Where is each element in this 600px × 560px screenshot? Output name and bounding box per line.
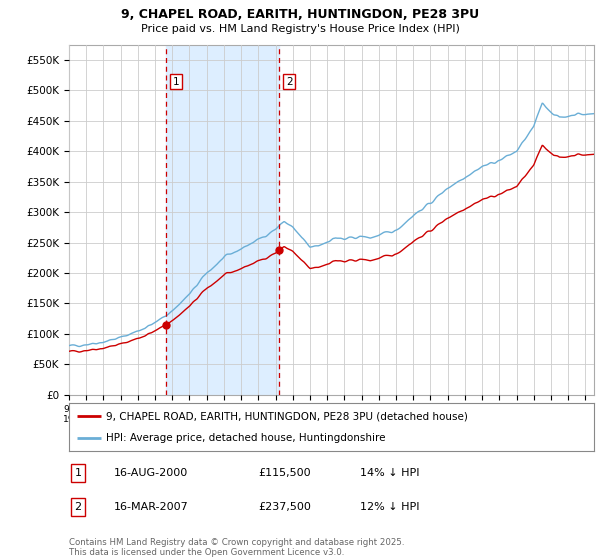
Text: 1: 1 <box>173 77 179 87</box>
Text: £237,500: £237,500 <box>258 502 311 512</box>
Text: 2: 2 <box>286 77 293 87</box>
Text: 12% ↓ HPI: 12% ↓ HPI <box>360 502 419 512</box>
Text: 2: 2 <box>74 502 82 512</box>
Text: HPI: Average price, detached house, Huntingdonshire: HPI: Average price, detached house, Hunt… <box>106 433 385 443</box>
Text: Price paid vs. HM Land Registry's House Price Index (HPI): Price paid vs. HM Land Registry's House … <box>140 24 460 34</box>
Text: 16-AUG-2000: 16-AUG-2000 <box>114 468 188 478</box>
Text: £115,500: £115,500 <box>258 468 311 478</box>
Text: 9, CHAPEL ROAD, EARITH, HUNTINGDON, PE28 3PU (detached house): 9, CHAPEL ROAD, EARITH, HUNTINGDON, PE28… <box>106 411 467 421</box>
Bar <box>166 45 279 395</box>
Text: 1: 1 <box>74 468 82 478</box>
Text: 9, CHAPEL ROAD, EARITH, HUNTINGDON, PE28 3PU: 9, CHAPEL ROAD, EARITH, HUNTINGDON, PE28… <box>121 8 479 21</box>
Text: 16-MAR-2007: 16-MAR-2007 <box>114 502 189 512</box>
Text: 14% ↓ HPI: 14% ↓ HPI <box>360 468 419 478</box>
Text: Contains HM Land Registry data © Crown copyright and database right 2025.
This d: Contains HM Land Registry data © Crown c… <box>69 538 404 557</box>
